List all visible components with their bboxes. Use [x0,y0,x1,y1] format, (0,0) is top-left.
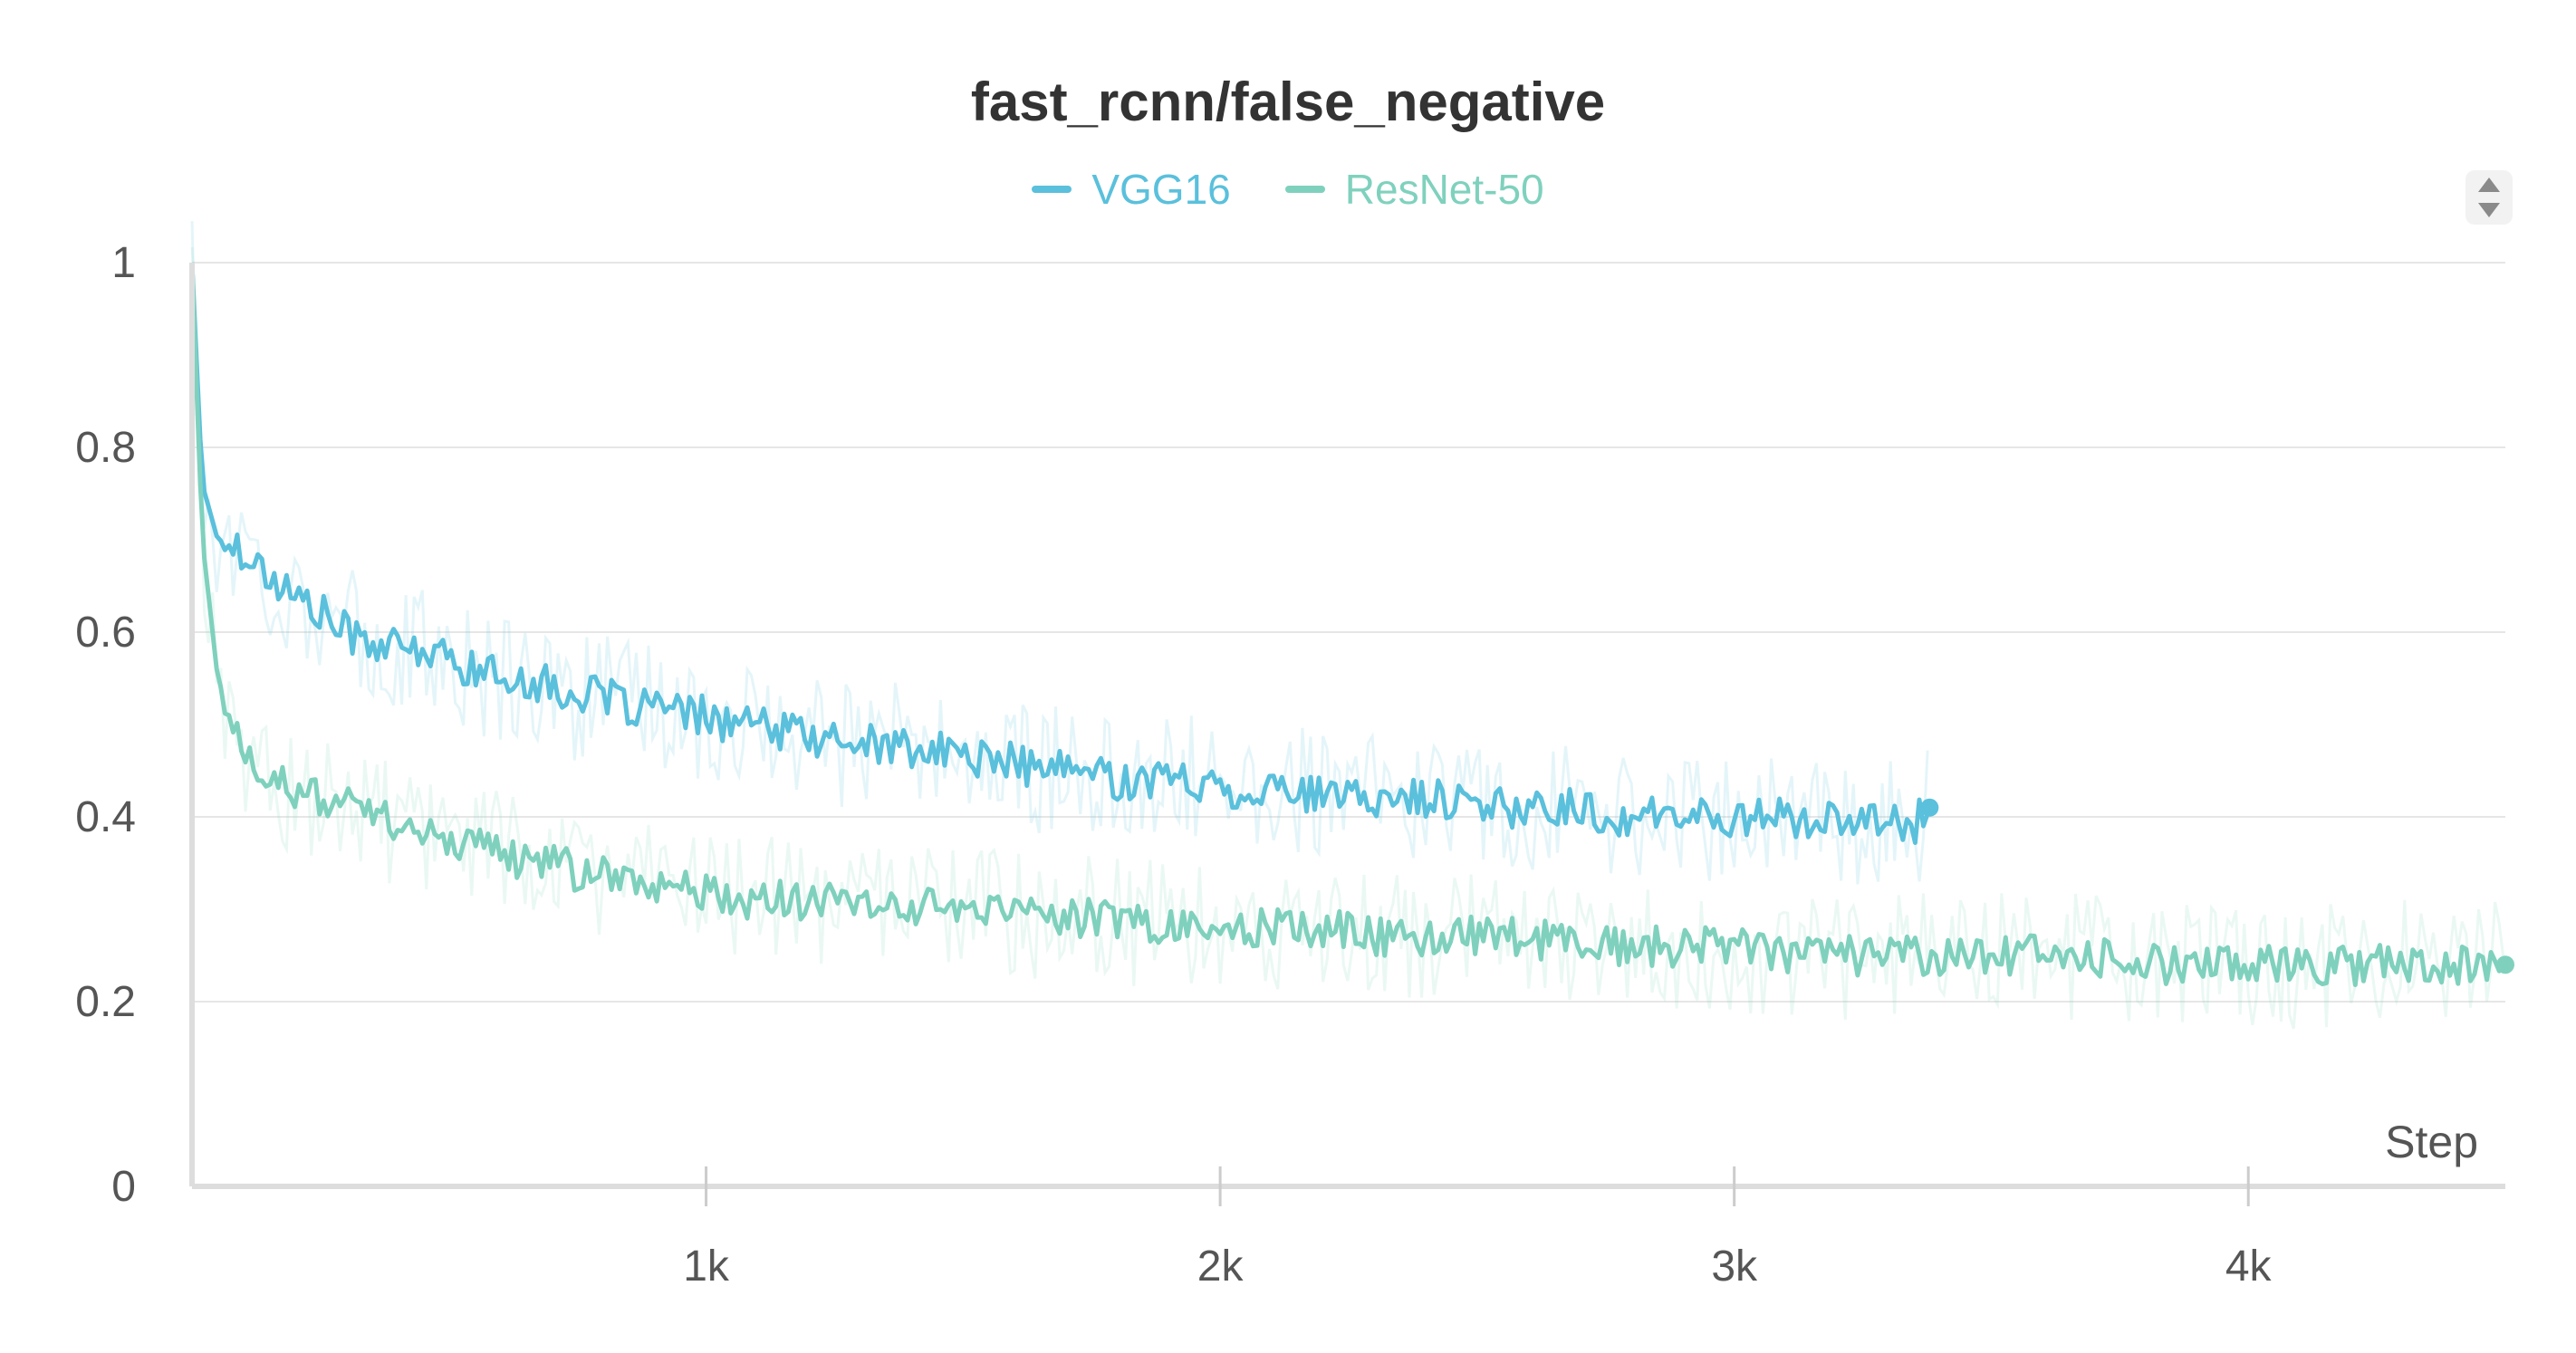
legend-swatch-vgg16 [1032,186,1072,193]
series-lines [189,262,2514,987]
y-tick-label: 0.4 [75,793,136,841]
series-endpoint-resnet-50 [2496,955,2514,974]
sort-toggle-button[interactable] [2465,170,2513,225]
y-tick-label: 0.8 [75,424,136,472]
series-line-vgg16 [189,262,1932,845]
raw-band-resnet-50 [190,246,2505,1030]
legend-swatch-resnet50 [1284,186,1325,193]
gridlines [192,262,2505,1003]
axes [189,263,2505,1206]
x-tick-label: 4k [2225,1243,2273,1291]
legend-item-resnet50[interactable]: ResNet-50 [1284,165,1544,214]
chart-legend: VGG16 ResNet-50 [0,165,2576,214]
sort-arrows-icon [2478,178,2500,217]
x-tick-label: 2k [1197,1243,1245,1291]
y-tick-label: 0 [111,1163,136,1211]
x-tick-label: 3k [1711,1243,1758,1291]
legend-label-vgg16: VGG16 [1091,166,1231,213]
series-line-resnet-50 [189,262,2507,987]
tick-labels: 0 0.2 0.4 0.6 0.8 1 1k 2k 3k 4k Step [75,239,2478,1291]
y-tick-label: 0.6 [75,609,136,657]
series-endpoint-vgg16 [1920,798,1939,817]
y-tick-label: 0.2 [75,978,136,1026]
legend-item-vgg16[interactable]: VGG16 [1032,165,1231,214]
raw-data-band [190,221,2505,1030]
x-axis-label: Step [2385,1117,2478,1167]
raw-band-vgg16 [190,221,1929,885]
y-tick-label: 1 [111,239,136,287]
x-tick-label: 1k [683,1243,730,1291]
legend-label-resnet50: ResNet-50 [1344,166,1544,213]
chart-title: fast_rcnn/false_negative [970,72,1606,132]
